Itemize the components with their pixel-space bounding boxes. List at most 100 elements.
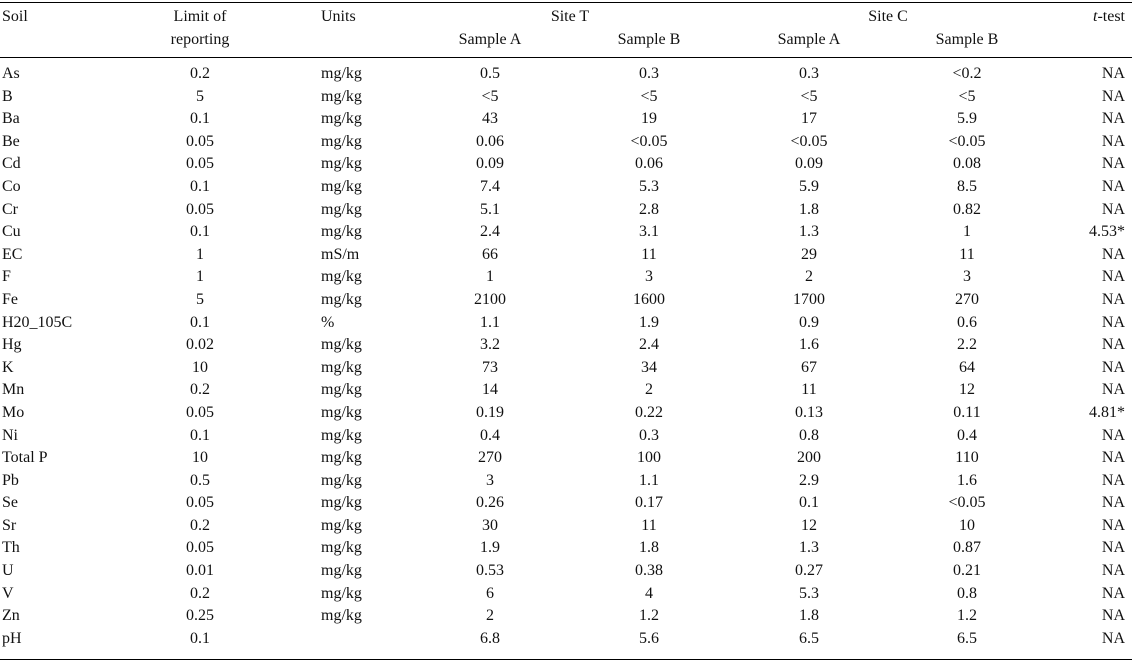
- cell-site-t-sample-a: <5: [481, 87, 499, 105]
- cell-units: mg/kg: [321, 132, 362, 150]
- cell-site-t-sample-b: 0.17: [635, 494, 663, 512]
- table-row: B 5 mg/kg <5 <5 <5 <5 NA: [0, 86, 1132, 109]
- cell-site-c-sample-b: 5.9: [957, 110, 977, 128]
- cell-site-c-sample-a: 67: [801, 358, 817, 376]
- cell-site-c-sample-b: 0.21: [953, 562, 981, 580]
- cell-site-t-sample-a: 1.1: [480, 313, 500, 331]
- cell-units: mg/kg: [321, 110, 362, 128]
- cell-site-c-sample-b: 270: [955, 290, 979, 308]
- cell-site-c-sample-a: <5: [800, 87, 818, 105]
- header-limit-line1: Limit of: [173, 8, 227, 25]
- cell-site-t-sample-a: 3.2: [480, 336, 500, 354]
- cell-site-t-sample-a: 0.4: [480, 426, 500, 444]
- cell-soil: Be: [2, 132, 20, 150]
- cell-site-c-sample-a: <0.05: [790, 132, 828, 150]
- cell-limit: 0.05: [186, 155, 214, 173]
- cell-site-t-sample-a: 0.19: [476, 403, 504, 421]
- cell-limit: 0.05: [186, 494, 214, 512]
- cell-units: mg/kg: [321, 65, 362, 82]
- cell-units: mg/kg: [321, 177, 362, 195]
- header-bottom-rule: [0, 57, 1132, 58]
- cell-site-t-sample-b: 19: [641, 110, 657, 128]
- cell-soil: Total P: [2, 449, 48, 467]
- cell-site-c-sample-b: 12: [959, 381, 975, 399]
- cell-limit: 0.02: [186, 336, 214, 354]
- cell-limit: 0.5: [190, 471, 210, 489]
- cell-soil: V: [2, 584, 14, 602]
- cell-site-t-sample-a: 6: [486, 584, 494, 602]
- cell-units: mg/kg: [321, 403, 362, 421]
- table-row: U 0.01 mg/kg 0.53 0.38 0.27 0.21 NA: [0, 560, 1132, 583]
- cell-site-t-sample-a: 14: [482, 381, 498, 399]
- cell-units: mg/kg: [321, 607, 362, 625]
- table-row: Mo 0.05 mg/kg 0.19 0.22 0.13 0.11 4.81*: [0, 402, 1132, 425]
- cell-soil: Fe: [2, 290, 18, 308]
- cell-site-t-sample-b: 1600: [633, 290, 665, 308]
- cell-site-c-sample-b: <0.05: [948, 132, 986, 150]
- cell-site-c-sample-b: 0.4: [957, 426, 977, 444]
- header-site-c: Site C: [868, 8, 908, 25]
- cell-soil: Ba: [2, 110, 20, 128]
- table-row: Ni 0.1 mg/kg 0.4 0.3 0.8 0.4 NA: [0, 425, 1132, 448]
- cell-site-c-sample-a: 0.09: [795, 155, 823, 173]
- cell-limit: 1: [196, 268, 204, 286]
- cell-site-c-sample-b: 6.5: [957, 629, 977, 647]
- cell-limit: 0.1: [190, 177, 210, 195]
- table-row: Hg 0.02 mg/kg 3.2 2.4 1.6 2.2 NA: [0, 334, 1132, 357]
- header-site-c-sample-a: Sample A: [777, 31, 841, 48]
- cell-site-t-sample-b: 1.1: [639, 471, 659, 489]
- cell-t-test: NA: [1101, 110, 1125, 128]
- cell-limit: 0.1: [190, 110, 210, 128]
- cell-site-c-sample-a: 1.3: [799, 223, 819, 241]
- cell-site-c-sample-a: 2: [805, 268, 813, 286]
- table-row: pH 0.1 6.8 5.6 6.5 6.5 NA: [0, 628, 1132, 651]
- cell-site-c-sample-a: 0.3: [799, 65, 819, 82]
- cell-t-test: NA: [1101, 381, 1125, 399]
- cell-t-test: NA: [1101, 177, 1125, 195]
- cell-t-test: NA: [1101, 426, 1125, 444]
- cell-site-t-sample-a: 0.09: [476, 155, 504, 173]
- cell-site-c-sample-a: 1.8: [799, 607, 819, 625]
- cell-site-c-sample-a: 12: [801, 516, 817, 534]
- table-row: Pb 0.5 mg/kg 3 1.1 2.9 1.6 NA: [0, 470, 1132, 493]
- cell-site-c-sample-a: 200: [797, 449, 821, 467]
- cell-site-t-sample-a: 0.53: [476, 562, 504, 580]
- cell-soil: As: [2, 65, 20, 82]
- cell-site-c-sample-b: 3: [963, 268, 971, 286]
- cell-limit: 0.05: [186, 403, 214, 421]
- cell-site-c-sample-b: 11: [959, 245, 975, 263]
- cell-site-c-sample-a: 1700: [793, 290, 825, 308]
- cell-t-test: NA: [1101, 539, 1125, 557]
- cell-site-t-sample-b: <0.05: [630, 132, 668, 150]
- cell-site-t-sample-b: 2.8: [639, 200, 659, 218]
- cell-units: mg/kg: [321, 471, 362, 489]
- cell-soil: Cr: [2, 200, 18, 218]
- cell-site-t-sample-b: 0.22: [635, 403, 663, 421]
- cell-site-t-sample-a: 0.26: [476, 494, 504, 512]
- cell-t-test: NA: [1101, 629, 1125, 647]
- cell-site-c-sample-a: 6.5: [799, 629, 819, 647]
- cell-t-test: NA: [1101, 584, 1125, 602]
- cell-site-c-sample-b: 0.11: [953, 403, 981, 421]
- cell-site-t-sample-a: 66: [482, 245, 498, 263]
- cell-limit: 0.1: [190, 313, 210, 331]
- cell-soil: EC: [2, 245, 23, 263]
- cell-site-c-sample-a: 0.8: [799, 426, 819, 444]
- cell-site-c-sample-b: 10: [959, 516, 975, 534]
- cell-soil: pH: [2, 629, 22, 647]
- cell-site-t-sample-a: 7.4: [480, 177, 500, 195]
- table-row: Cu 0.1 mg/kg 2.4 3.1 1.3 1 4.53*: [0, 221, 1132, 244]
- header-soil: Soil: [2, 8, 28, 25]
- cell-site-c-sample-a: 1.3: [799, 539, 819, 557]
- cell-site-t-sample-b: 5.3: [639, 177, 659, 195]
- cell-t-test: NA: [1101, 336, 1125, 354]
- cell-site-t-sample-a: 0.5: [480, 65, 500, 82]
- cell-site-t-sample-b: 0.3: [639, 65, 659, 82]
- cell-t-test: NA: [1101, 471, 1125, 489]
- cell-site-c-sample-b: 0.6: [957, 313, 977, 331]
- cell-site-c-sample-a: 11: [801, 381, 817, 399]
- cell-site-c-sample-b: 1.6: [957, 471, 977, 489]
- table-row: Sr 0.2 mg/kg 30 11 12 10 NA: [0, 515, 1132, 538]
- cell-soil: Hg: [2, 336, 22, 354]
